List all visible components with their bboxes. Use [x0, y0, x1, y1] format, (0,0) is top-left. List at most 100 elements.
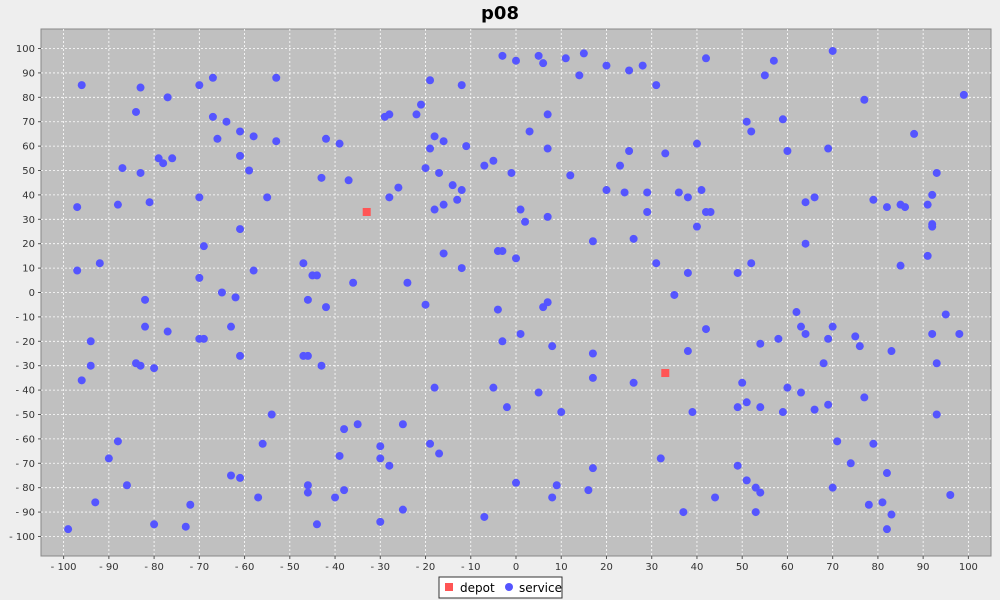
- service-point: [733, 461, 742, 470]
- service-point: [312, 271, 321, 280]
- service-point: [797, 388, 805, 397]
- service-point: [258, 439, 267, 448]
- service-point: [430, 205, 439, 214]
- service-point: [674, 188, 683, 197]
- service-point: [489, 383, 498, 392]
- service-point: [516, 205, 525, 214]
- data-points: [64, 46, 968, 534]
- service-point: [878, 498, 887, 507]
- y-tick-label: 10: [22, 264, 35, 275]
- service-point: [113, 200, 122, 209]
- service-point: [711, 493, 720, 502]
- y-tick-label: - 50: [15, 410, 35, 421]
- service-point: [168, 154, 177, 163]
- service-point: [498, 337, 507, 346]
- x-axis: - 100- 90- 80- 70- 60- 50- 40- 30- 20- 1…: [51, 556, 978, 573]
- y-tick-label: 80: [22, 93, 35, 104]
- service-point: [91, 498, 100, 507]
- service-point: [493, 305, 502, 314]
- service-point: [855, 342, 864, 351]
- service-point: [430, 132, 439, 141]
- service-point: [747, 127, 756, 136]
- depot-point: [362, 207, 371, 216]
- x-tick-label: - 30: [371, 562, 391, 573]
- service-point: [340, 425, 349, 434]
- service-point: [783, 146, 792, 155]
- service-point: [344, 176, 353, 185]
- legend: depot service: [438, 576, 563, 599]
- service-point: [145, 198, 154, 207]
- service-point: [421, 164, 430, 173]
- service-point: [801, 198, 810, 207]
- y-tick-label: - 60: [15, 434, 35, 445]
- service-point: [602, 186, 611, 195]
- y-tick-label: - 80: [15, 483, 35, 494]
- service-point: [756, 403, 765, 412]
- service-point: [86, 337, 95, 346]
- service-point: [851, 332, 860, 341]
- service-point: [887, 510, 896, 519]
- service-point: [272, 137, 281, 146]
- depot-point: [661, 369, 670, 378]
- service-point: [95, 259, 104, 268]
- service-point: [959, 90, 968, 99]
- y-tick-label: 50: [22, 166, 35, 177]
- service-point: [539, 59, 548, 68]
- service-point: [403, 278, 412, 287]
- service-point: [208, 112, 217, 121]
- service-point: [457, 186, 466, 195]
- service-point: [801, 329, 810, 338]
- service-point: [941, 310, 950, 319]
- x-tick-label: 70: [826, 562, 839, 573]
- service-point: [439, 137, 448, 146]
- service-point: [692, 222, 701, 231]
- service-point: [552, 481, 561, 490]
- service-point: [561, 54, 570, 63]
- service-point: [263, 193, 272, 202]
- service-point: [751, 508, 760, 517]
- legend-depot-marker: [445, 583, 453, 591]
- service-point: [498, 247, 507, 256]
- service-point: [398, 420, 407, 429]
- service-point: [575, 71, 584, 80]
- service-point: [932, 168, 941, 177]
- service-point: [498, 51, 507, 60]
- x-tick-label: 30: [645, 562, 658, 573]
- x-tick-label: - 70: [190, 562, 210, 573]
- service-point: [340, 486, 349, 495]
- service-point: [231, 293, 240, 302]
- service-point: [548, 342, 557, 351]
- service-point: [824, 144, 833, 153]
- service-point: [430, 383, 439, 392]
- service-point: [534, 388, 543, 397]
- service-point: [249, 266, 258, 275]
- y-tick-label: 40: [22, 190, 35, 201]
- service-point: [652, 81, 661, 90]
- service-point: [579, 49, 588, 58]
- service-point: [426, 144, 435, 153]
- service-point: [227, 322, 235, 331]
- service-point: [702, 325, 710, 334]
- service-point: [335, 139, 344, 148]
- service-point: [543, 298, 552, 307]
- service-point: [760, 71, 769, 80]
- service-point: [457, 264, 466, 273]
- y-tick-label: 100: [16, 44, 35, 55]
- service-point: [507, 168, 516, 177]
- service-point: [774, 334, 783, 343]
- y-tick-label: 60: [22, 142, 35, 153]
- x-tick-label: 90: [917, 562, 930, 573]
- service-point: [136, 361, 145, 370]
- service-point: [385, 193, 394, 202]
- legend-box: [438, 576, 563, 599]
- service-point: [426, 76, 435, 85]
- service-point: [376, 454, 385, 463]
- service-point: [869, 439, 878, 448]
- service-point: [141, 322, 150, 331]
- y-tick-label: 90: [22, 68, 35, 79]
- service-point: [828, 483, 837, 492]
- service-point: [828, 46, 837, 55]
- service-point: [833, 437, 842, 446]
- service-point: [512, 254, 520, 263]
- service-point: [629, 234, 638, 243]
